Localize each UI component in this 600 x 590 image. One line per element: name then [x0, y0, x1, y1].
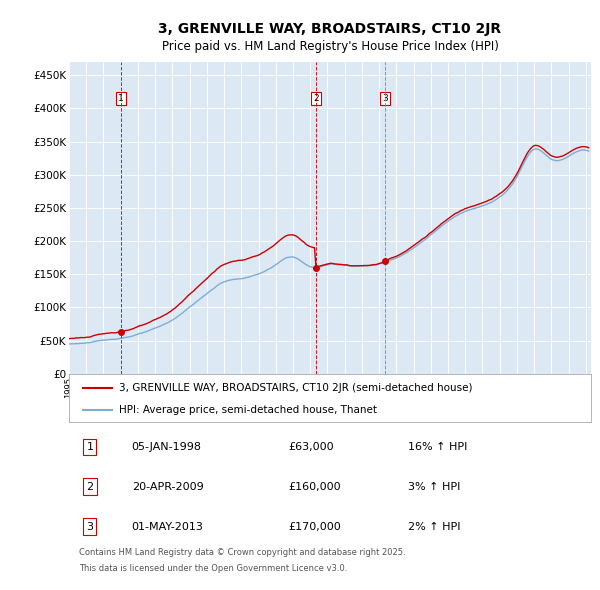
Text: 1: 1	[86, 442, 94, 452]
Text: £170,000: £170,000	[288, 522, 341, 532]
Text: 3% ↑ HPI: 3% ↑ HPI	[409, 481, 461, 491]
Text: Contains HM Land Registry data © Crown copyright and database right 2025.: Contains HM Land Registry data © Crown c…	[79, 548, 406, 557]
Text: 1: 1	[118, 94, 124, 103]
Text: 3, GRENVILLE WAY, BROADSTAIRS, CT10 2JR (semi-detached house): 3, GRENVILLE WAY, BROADSTAIRS, CT10 2JR …	[119, 383, 472, 393]
Text: 3: 3	[86, 522, 94, 532]
Text: £63,000: £63,000	[288, 442, 334, 452]
Text: Price paid vs. HM Land Registry's House Price Index (HPI): Price paid vs. HM Land Registry's House …	[161, 40, 499, 53]
Text: 01-MAY-2013: 01-MAY-2013	[131, 522, 203, 532]
Text: 3, GRENVILLE WAY, BROADSTAIRS, CT10 2JR: 3, GRENVILLE WAY, BROADSTAIRS, CT10 2JR	[158, 22, 502, 37]
Text: 05-JAN-1998: 05-JAN-1998	[131, 442, 202, 452]
Text: 2: 2	[86, 481, 94, 491]
Text: 16% ↑ HPI: 16% ↑ HPI	[409, 442, 467, 452]
Text: 2% ↑ HPI: 2% ↑ HPI	[409, 522, 461, 532]
Text: £160,000: £160,000	[288, 481, 341, 491]
Text: 2: 2	[313, 94, 319, 103]
Text: 20-APR-2009: 20-APR-2009	[131, 481, 203, 491]
Text: HPI: Average price, semi-detached house, Thanet: HPI: Average price, semi-detached house,…	[119, 405, 377, 415]
Text: This data is licensed under the Open Government Licence v3.0.: This data is licensed under the Open Gov…	[79, 563, 348, 573]
Text: 3: 3	[382, 94, 388, 103]
